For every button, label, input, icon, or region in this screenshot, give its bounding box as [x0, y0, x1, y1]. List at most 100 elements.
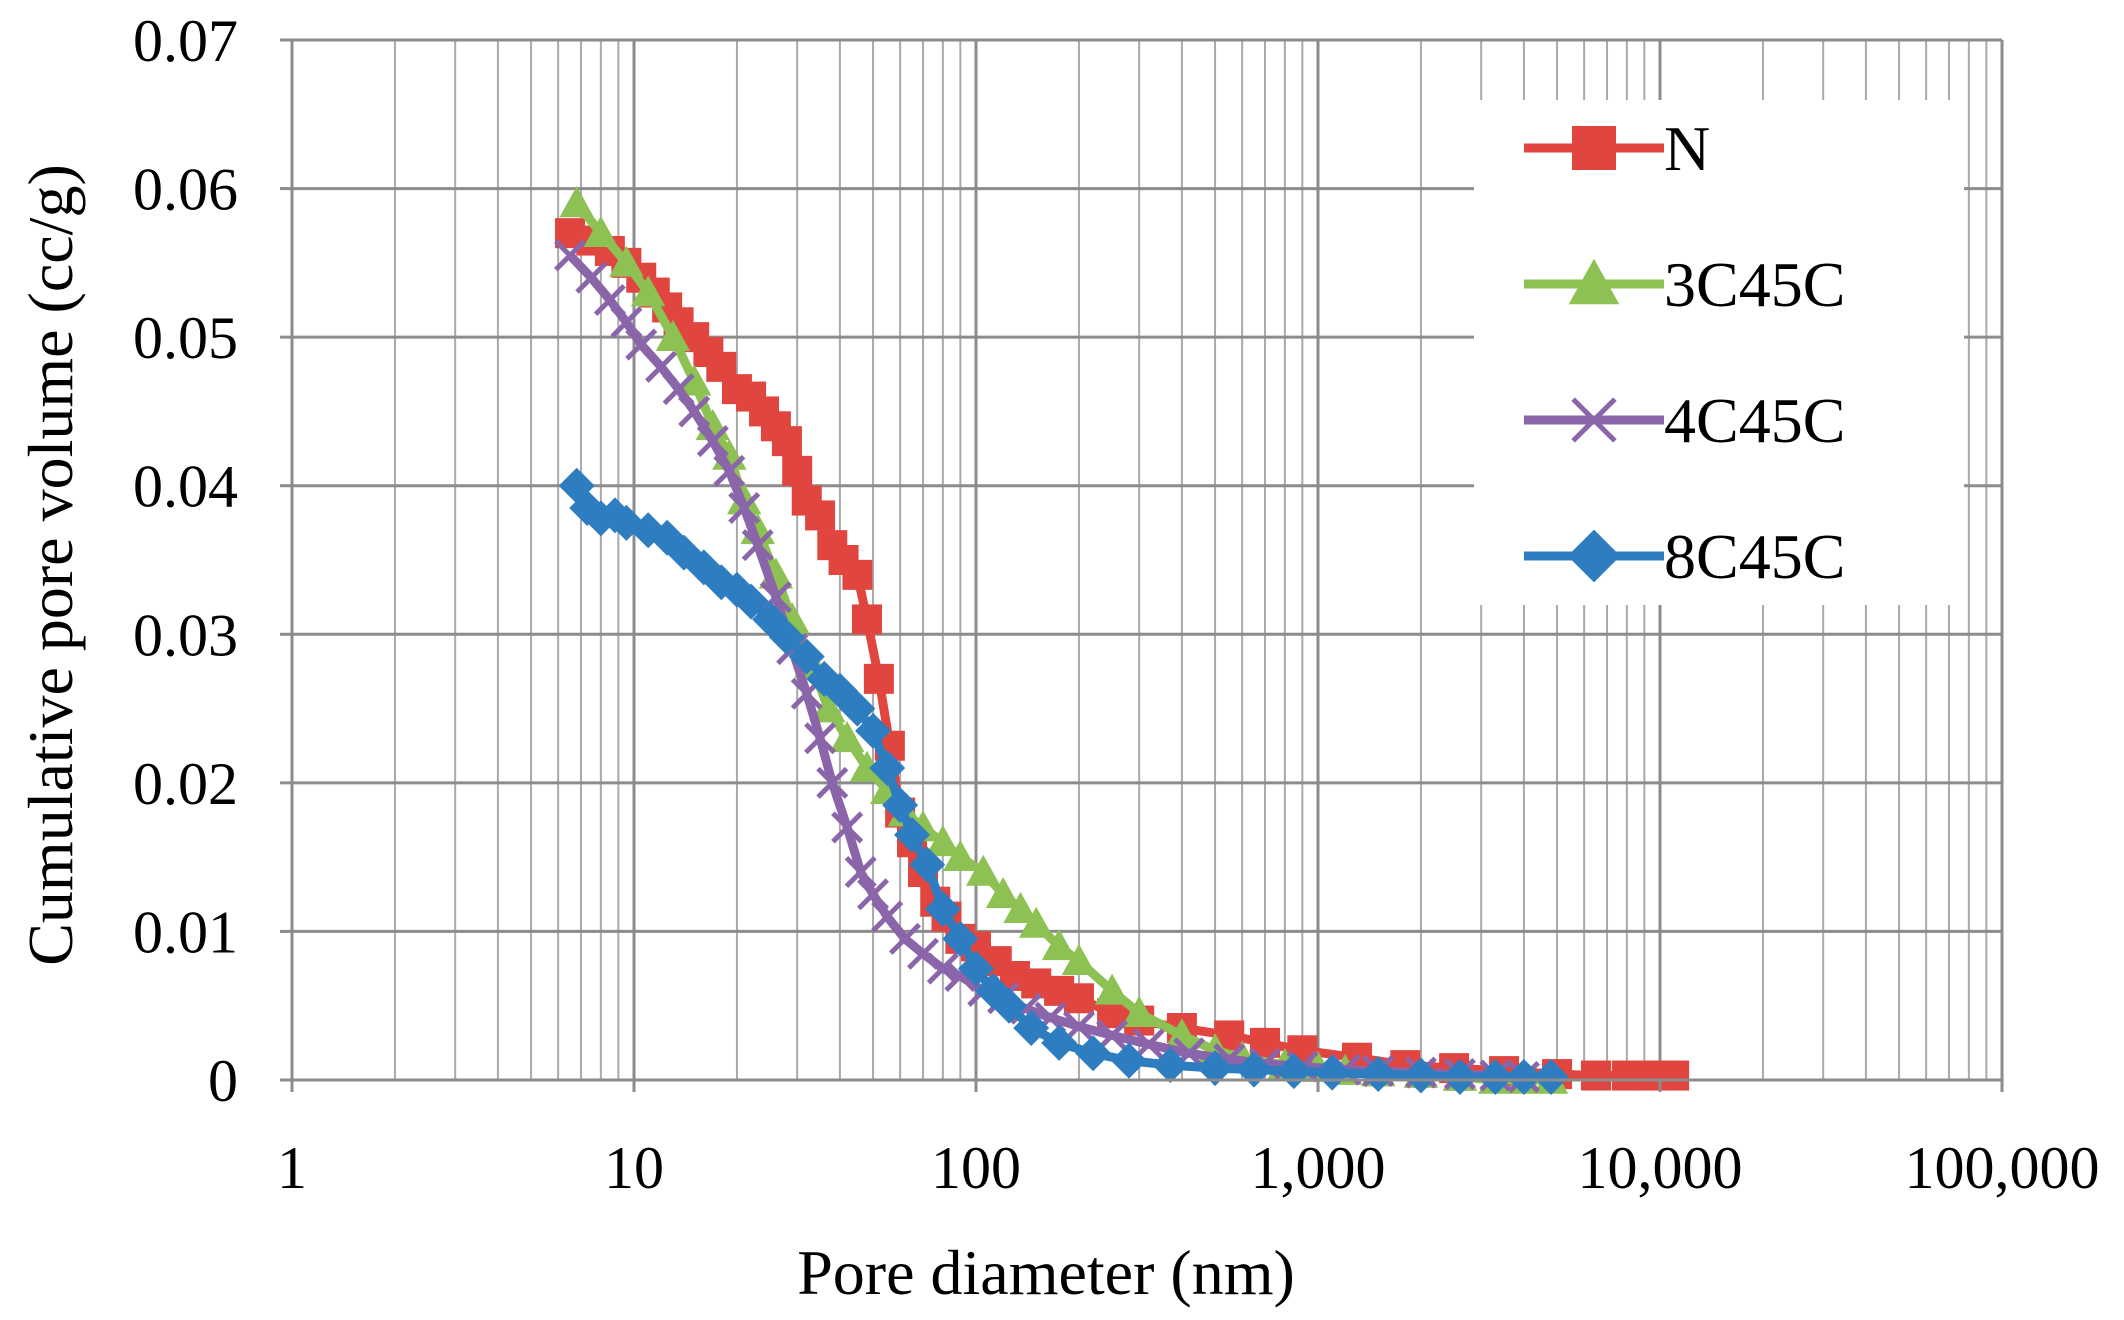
diamond-marker	[894, 816, 931, 853]
triangle-marker	[829, 721, 865, 753]
triangle-marker	[1164, 1018, 1200, 1050]
triangle-marker	[609, 245, 644, 277]
x-marker	[804, 722, 837, 755]
x-marker	[816, 766, 849, 799]
triangle-marker	[1094, 973, 1130, 1005]
y-axis-title: Cumulative pore volume (cc/g)	[15, 164, 86, 966]
y-tick-label: 0.03	[133, 602, 238, 668]
legend-label: 8C45C	[1664, 521, 1845, 592]
diamond-marker	[1567, 529, 1621, 583]
y-tick-label: 0.01	[133, 899, 238, 965]
diamond-marker	[1314, 1054, 1351, 1091]
x-tick-label: 10	[604, 1135, 664, 1201]
legend-box	[1474, 100, 1964, 605]
y-tick-label: 0.04	[133, 454, 238, 520]
x-marker	[713, 454, 746, 487]
diamond-marker	[1532, 1059, 1569, 1096]
x-marker	[926, 952, 959, 985]
diamond-marker	[1041, 1024, 1078, 1061]
y-tick-label: 0	[208, 1048, 238, 1114]
y-tick-label: 0.02	[133, 751, 238, 817]
diamond-marker	[1152, 1047, 1189, 1084]
triangle-marker	[676, 364, 712, 396]
triangle-marker	[925, 825, 961, 857]
triangle-marker	[1568, 258, 1620, 305]
triangle-marker	[559, 186, 594, 218]
x-tick-label: 10,000	[1578, 1135, 1743, 1201]
triangle-marker	[943, 839, 978, 871]
legend: N 3C45C 4C45C 8C45C	[1474, 100, 1964, 605]
x-marker	[831, 811, 864, 844]
y-tick-label: 0.05	[133, 305, 238, 371]
diamond-marker	[1402, 1057, 1439, 1094]
diamond-marker	[1477, 1059, 1514, 1096]
diamond-marker	[839, 690, 876, 727]
x-marker	[728, 491, 761, 525]
y-tick-label: 0.06	[133, 157, 238, 223]
x-marker	[645, 350, 678, 383]
square-marker	[1063, 983, 1094, 1014]
x-marker	[610, 306, 643, 339]
square-marker	[842, 559, 873, 590]
diamond-marker	[768, 619, 805, 656]
triangle-marker	[1061, 943, 1097, 975]
x-marker	[871, 900, 904, 933]
square-marker	[851, 604, 882, 635]
square-marker	[863, 663, 894, 694]
square-marker	[1572, 126, 1616, 170]
square-marker	[1581, 1060, 1612, 1091]
diamond-marker	[958, 950, 994, 987]
diamond-marker	[788, 638, 825, 675]
triangle-marker	[630, 275, 666, 307]
x-marker	[575, 261, 608, 294]
triangle-marker	[965, 854, 1001, 886]
diamond-marker	[733, 583, 770, 620]
diamond-marker	[1075, 1035, 1112, 1072]
diamond-marker	[1013, 1010, 1050, 1046]
series-8c45c	[558, 467, 1569, 1096]
x-tick-label: 100	[931, 1135, 1021, 1201]
x-marker	[907, 937, 940, 970]
y-tick-label: 0.07	[133, 8, 238, 74]
diamond-marker	[909, 846, 946, 883]
triangle-marker	[1041, 929, 1077, 961]
diamond-marker	[1197, 1050, 1234, 1087]
x-marker	[678, 395, 711, 428]
diamond-marker	[882, 787, 919, 824]
x-marker	[844, 855, 877, 889]
diamond-marker	[924, 891, 961, 928]
square-marker	[771, 426, 802, 457]
triangle-marker	[1018, 906, 1054, 938]
legend-label: 3C45C	[1664, 249, 1845, 320]
gridlines	[290, 38, 2004, 1082]
series-group	[553, 186, 1690, 1096]
x-tick-label: 1,000	[1251, 1135, 1386, 1201]
legend-label: N	[1664, 113, 1710, 184]
triangle-marker	[583, 215, 619, 247]
x-marker	[857, 878, 890, 911]
x-marker	[593, 283, 626, 317]
triangle-marker	[655, 319, 691, 351]
diamond-marker	[855, 712, 892, 749]
triangle-marker	[985, 877, 1021, 909]
square-marker	[782, 455, 813, 486]
legend-label: 4C45C	[1664, 385, 1845, 456]
axes: 1 10 100 1,000 10,000 100,000 0 0.01 0.02 0.03 0.0…	[133, 8, 2100, 1201]
diamond-marker	[1441, 1059, 1478, 1096]
x-axis-title: Pore diameter (nm)	[797, 1237, 1295, 1308]
triangle-marker	[1003, 891, 1038, 923]
x-tick-label: 1	[277, 1135, 307, 1201]
x-marker	[1571, 397, 1617, 443]
triangle-marker	[811, 691, 846, 723]
x-marker	[662, 373, 695, 406]
x-marker	[696, 425, 729, 458]
diamond-marker	[942, 920, 979, 957]
diamond-marker	[1505, 1059, 1542, 1096]
diamond-marker	[869, 750, 906, 786]
x-tick-label: 100,000	[1905, 1135, 2100, 1201]
diamond-marker	[1110, 1042, 1147, 1079]
diamond-marker	[991, 987, 1028, 1024]
square-marker	[1611, 1060, 1642, 1091]
